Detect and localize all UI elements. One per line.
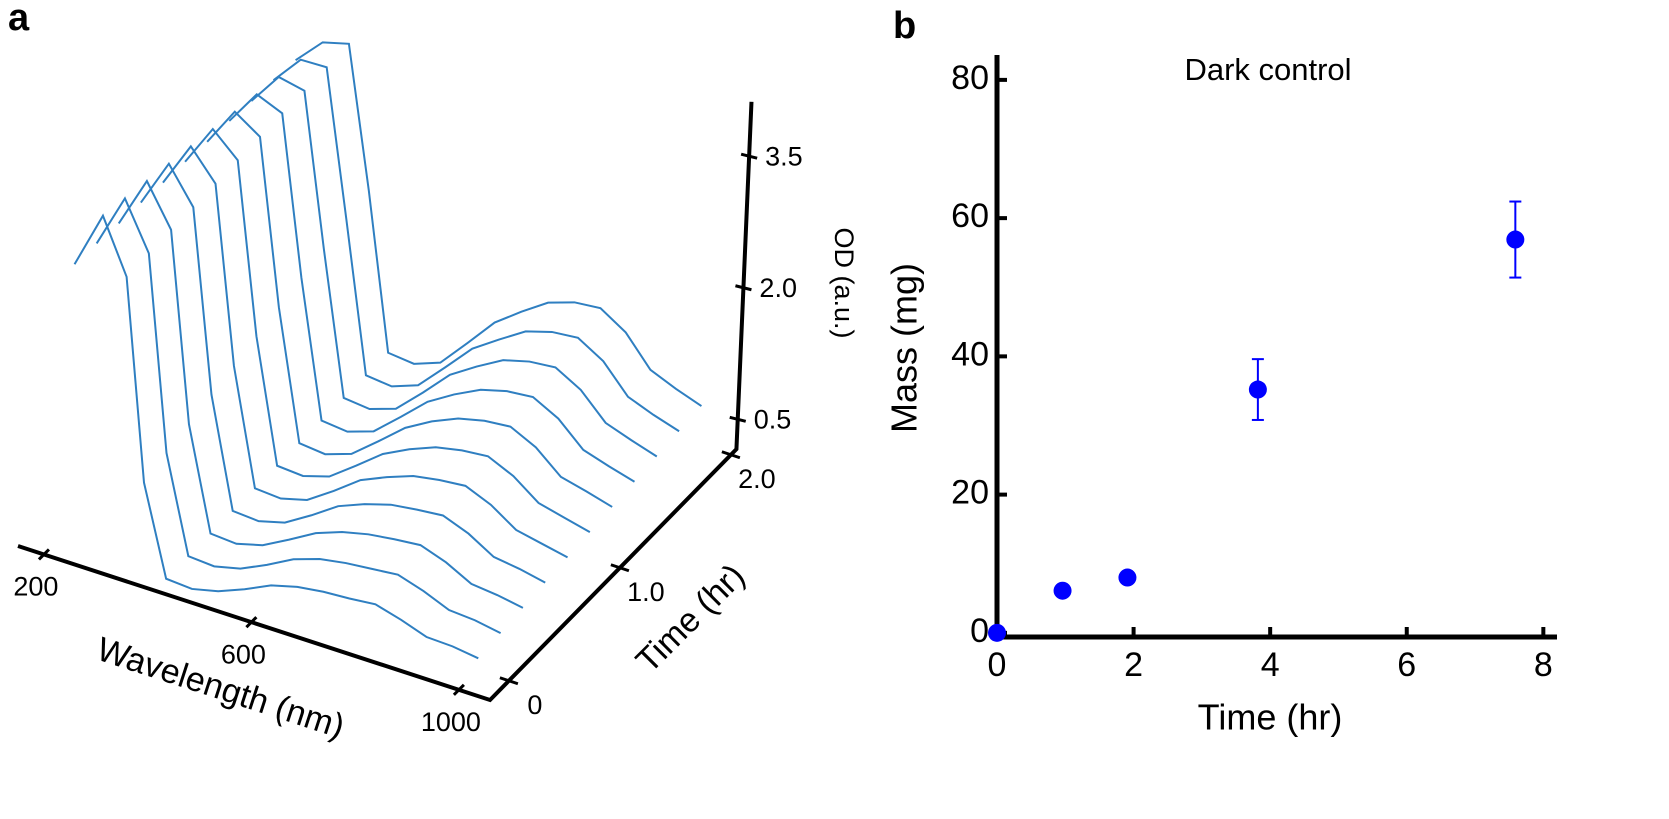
spectrum-line <box>228 93 636 483</box>
y-tick <box>499 676 519 686</box>
spectrum-line <box>250 75 658 458</box>
z-tick <box>740 152 758 160</box>
x-tick-label: 8 <box>1534 646 1553 684</box>
spectrum-line <box>295 41 702 407</box>
x-tick-label: 1000 <box>421 707 481 737</box>
z-tick-label: 0.5 <box>754 404 792 434</box>
x-tick-label: 4 <box>1261 646 1280 684</box>
axis-line <box>17 101 754 703</box>
chart-title: Dark control <box>1184 52 1351 87</box>
z-tick <box>735 284 752 292</box>
data-point <box>988 623 1006 642</box>
x-tick-label: 600 <box>221 639 266 669</box>
x-tick-label: 6 <box>1397 646 1416 684</box>
spectrum-line <box>162 144 569 559</box>
panel-label: a <box>8 0 30 39</box>
spectrum-line <box>95 196 502 634</box>
z-tick <box>729 415 747 423</box>
x-tick <box>37 548 50 561</box>
panel-label: b <box>893 5 916 47</box>
y-tick-label: 2.0 <box>738 464 776 494</box>
y-axis-title: Mass (mg) <box>884 263 925 433</box>
axis-line <box>994 55 1557 640</box>
y-axis-title: Time (hr) <box>629 557 752 680</box>
spectrum-line <box>117 179 524 609</box>
y-tick-label: 40 <box>951 335 989 373</box>
spectrum-line <box>140 161 546 584</box>
x-axis-title: Time (hr) <box>1198 697 1343 738</box>
spectrum-line <box>206 110 613 508</box>
y-tick-label: 20 <box>951 474 989 512</box>
data-point <box>1248 380 1267 399</box>
y-tick <box>721 450 741 460</box>
data-point <box>1053 581 1072 600</box>
y-tick-label: 1.0 <box>627 577 665 607</box>
spectrum-line <box>184 127 591 534</box>
data-point <box>1506 230 1525 249</box>
spectrum-line <box>73 213 479 660</box>
x-tick-label: 0 <box>988 646 1007 684</box>
x-tick <box>245 616 258 629</box>
y-tick <box>610 563 630 573</box>
spectrum-line <box>272 58 680 433</box>
y-tick-label: 0 <box>970 612 989 650</box>
x-tick-label: 2 <box>1124 646 1143 684</box>
z-axis-title: OD (a.u.) <box>829 227 859 338</box>
y-tick-label: 60 <box>951 197 989 235</box>
x-tick <box>452 683 465 696</box>
data-point <box>1118 568 1137 587</box>
y-tick-label: 0 <box>527 690 542 720</box>
z-tick-label: 2.0 <box>759 273 797 303</box>
z-tick-label: 3.5 <box>765 141 803 171</box>
y-tick-label: 80 <box>951 59 989 97</box>
x-tick-label: 200 <box>13 572 58 602</box>
